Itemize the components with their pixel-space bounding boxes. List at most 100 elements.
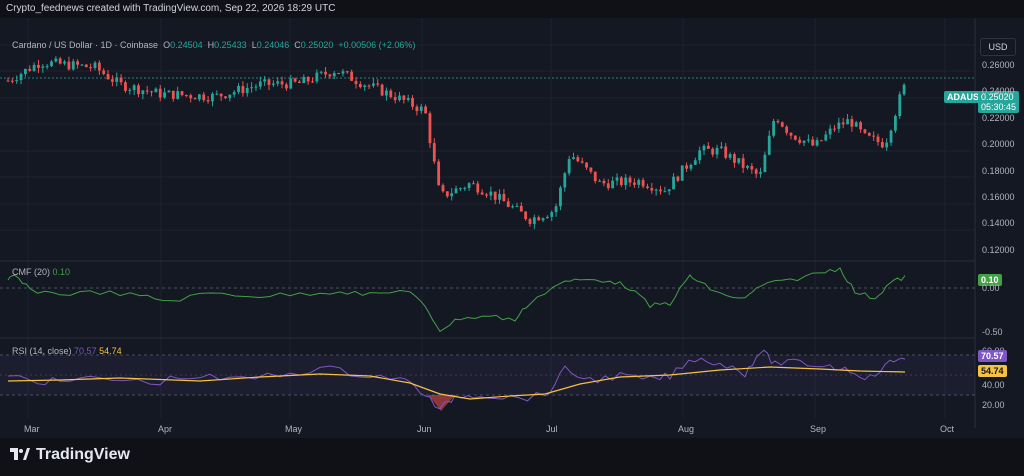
- candle-body: [250, 87, 253, 89]
- candle-body: [163, 92, 166, 98]
- candle-body: [833, 128, 836, 130]
- candle-body: [372, 83, 375, 86]
- candle-body: [537, 217, 541, 221]
- candle-body: [184, 94, 188, 96]
- candle-body: [720, 146, 723, 148]
- candle-body: [467, 183, 471, 188]
- candle-body: [315, 72, 319, 82]
- candle-body: [528, 219, 532, 224]
- rsi-value: 70.57: [74, 346, 97, 356]
- candle-body: [628, 177, 632, 183]
- candle-body: [337, 72, 340, 74]
- cmf-line: [7, 267, 906, 333]
- rsi-band: [0, 355, 975, 395]
- candle-body: [846, 119, 849, 125]
- candle-body: [97, 62, 101, 71]
- candle-body: [385, 90, 388, 96]
- candle-body: [602, 180, 606, 184]
- cmf-label[interactable]: CMF (20): [12, 267, 50, 277]
- candle-body: [128, 89, 132, 91]
- candle-body: [115, 77, 119, 82]
- candle-body: [472, 183, 475, 185]
- rsi-ma-value: 54.74: [99, 346, 122, 356]
- price-tick: 0.24000: [982, 86, 1015, 96]
- candle-body: [193, 98, 197, 100]
- symbol-title[interactable]: Cardano / US Dollar · 1D · Coinbase: [12, 40, 159, 50]
- candle-body: [619, 177, 623, 186]
- candle-body: [158, 88, 162, 98]
- attribution-text: Crypto_feednews created with TradingView…: [6, 3, 336, 14]
- candle-body: [363, 85, 367, 88]
- candle-body: [889, 130, 893, 143]
- candle-body: [58, 58, 62, 64]
- time-tick: Sep: [810, 424, 827, 434]
- candle-body: [546, 216, 549, 219]
- time-tick: Oct: [940, 424, 955, 434]
- candle-body: [606, 183, 610, 189]
- tradingview-logo[interactable]: TradingView: [10, 446, 130, 464]
- candle-body: [263, 79, 267, 82]
- candle-body: [459, 188, 462, 190]
- cmf-tick: 0.00: [982, 283, 1000, 293]
- candle-body: [428, 113, 432, 144]
- candle-body: [733, 154, 736, 163]
- rsi-ma-badge: 54.74: [978, 365, 1007, 377]
- candle-body: [319, 71, 323, 73]
- candle-body: [650, 188, 654, 191]
- candle-body: [859, 122, 862, 130]
- candle-body: [324, 71, 327, 75]
- cmf-tick: -0.50: [982, 327, 1003, 337]
- candle-body: [776, 121, 780, 123]
- candle-body: [624, 177, 628, 186]
- currency-button[interactable]: USD: [980, 38, 1016, 56]
- candle-body: [6, 80, 10, 82]
- candle-body: [80, 64, 84, 66]
- candle-body: [572, 157, 575, 160]
- candle-body: [202, 94, 206, 101]
- candle-body: [763, 154, 767, 173]
- time-tick: Aug: [678, 424, 695, 434]
- candle-body: [532, 217, 536, 224]
- rsi-label[interactable]: RSI (14, close): [12, 346, 72, 356]
- candle-body: [45, 66, 49, 68]
- candle-body: [332, 72, 336, 77]
- candle-body: [785, 126, 789, 133]
- candle-body: [554, 206, 558, 213]
- candle-body: [502, 193, 506, 202]
- candle-body: [419, 106, 423, 112]
- candle-body: [224, 96, 227, 99]
- candle-body: [189, 95, 193, 99]
- candle-body: [789, 132, 793, 136]
- candle-body: [637, 180, 641, 185]
- attribution-bar: Crypto_feednews created with TradingView…: [0, 0, 1024, 18]
- candle-body: [376, 83, 380, 85]
- candle-body: [576, 157, 580, 162]
- candle-body: [119, 77, 123, 83]
- candle-body: [232, 92, 236, 95]
- candle-body: [241, 85, 245, 94]
- candle-body: [693, 160, 697, 165]
- candle-body: [802, 140, 806, 143]
- time-tick: Jul: [546, 424, 558, 434]
- last-price-badge: 0.25020 05:30:45: [978, 91, 1020, 113]
- candle-body: [302, 76, 306, 84]
- candle-body: [167, 90, 171, 93]
- candle-body: [541, 218, 545, 221]
- chart-area[interactable]: Cardano / US Dollar · 1D · Coinbase O0.2…: [0, 18, 1024, 438]
- candle-body: [424, 106, 427, 114]
- candle-body: [767, 135, 771, 155]
- price-tick: 0.16000: [982, 192, 1015, 202]
- candle-body: [267, 79, 271, 85]
- candle-body: [880, 141, 884, 148]
- price-chart-svg[interactable]: [0, 18, 1024, 438]
- open-value: 0.24504: [170, 40, 203, 50]
- candle-body: [380, 84, 384, 96]
- candle-body: [180, 91, 184, 95]
- candle-body: [754, 169, 758, 174]
- candle-body: [593, 171, 597, 182]
- candle-body: [659, 189, 662, 192]
- candle-body: [28, 68, 32, 71]
- candle-body: [550, 212, 554, 217]
- candle-body: [567, 159, 571, 174]
- candle-body: [885, 142, 889, 148]
